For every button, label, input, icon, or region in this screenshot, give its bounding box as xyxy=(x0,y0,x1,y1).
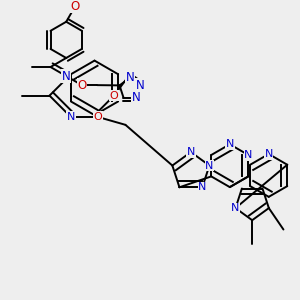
Text: O: O xyxy=(77,79,86,92)
Text: N: N xyxy=(205,160,214,170)
Text: N: N xyxy=(125,71,134,84)
Text: N: N xyxy=(132,91,141,104)
Text: O: O xyxy=(70,0,80,13)
Text: N: N xyxy=(67,112,75,122)
Text: O: O xyxy=(110,91,118,100)
Text: N: N xyxy=(187,147,195,157)
Text: N: N xyxy=(226,139,234,149)
Text: N: N xyxy=(198,182,206,192)
Text: N: N xyxy=(62,70,70,83)
Text: O: O xyxy=(94,112,103,122)
Text: N: N xyxy=(265,149,273,159)
Text: N: N xyxy=(231,203,240,213)
Text: N: N xyxy=(136,79,145,92)
Text: N: N xyxy=(244,150,253,160)
